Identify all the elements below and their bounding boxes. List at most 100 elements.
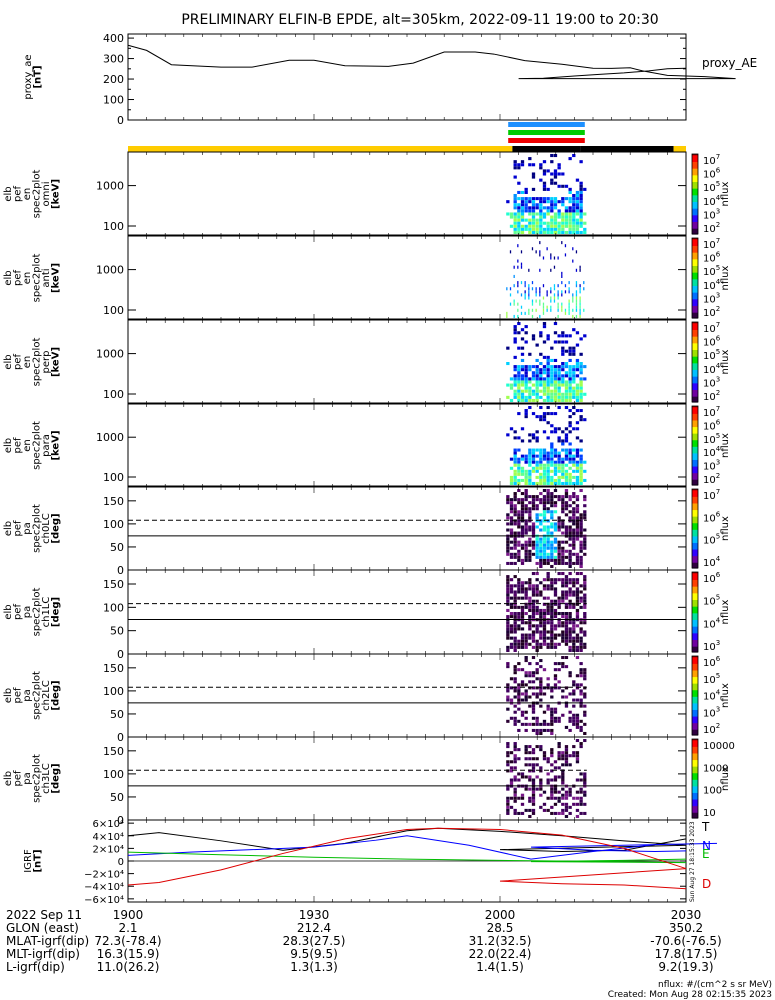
spectrogram-panel-ch1LC-cell (506, 645, 510, 649)
spectrogram-panel-ch1LC-cell (542, 630, 547, 634)
colorbar-cell-ch1LC (692, 594, 698, 597)
colorbar-cell-para (692, 427, 698, 429)
colorbar-cell-omni (692, 202, 698, 204)
spectrogram-panel-ch3LC-cell (583, 802, 587, 806)
spectrogram-panel-omni-cell (539, 218, 543, 222)
spectrogram-panel-para-cell (572, 448, 576, 452)
spectrogram-panel-ch3LC-cell (550, 790, 554, 794)
colorbar-cell-ch2LC (692, 712, 698, 715)
colorbar-label-ch1LC: nflux (720, 599, 731, 624)
spectrogram-panel-para-cell (568, 415, 572, 419)
colorbar-cell-anti (692, 302, 698, 304)
spectrogram-panel-ch1LC-cell (531, 584, 536, 588)
spectrogram-panel-anti-cell (517, 302, 519, 306)
spectrogram-panel-ch1LC-cell (531, 612, 536, 616)
spectrogram-panel-perp-cell (535, 395, 539, 399)
spectrogram-panel-perp-cell (535, 380, 539, 384)
spectrogram-panel-ch3LC-cell (509, 796, 514, 800)
spectrogram-panel-ch3LC-cell (531, 751, 536, 755)
colorbar-cell-ch3LC (692, 748, 698, 751)
colorbar-tick-label-para: 102 (703, 472, 720, 486)
spectrogram-panel-ch1LC-cell (535, 590, 539, 594)
spectrogram-panel-ch1LC-cell (583, 575, 587, 579)
spectrogram-panel-anti-cell (568, 311, 570, 315)
spectrogram-panel-perp-cell (553, 368, 558, 372)
spectrogram-panel-ch1LC-cell (520, 639, 525, 643)
spectrogram-panel-ch2LC-cell (535, 728, 539, 732)
spectrogram-panel-ch2LC-cell (517, 728, 521, 732)
colorbar-cell-anti (692, 279, 698, 282)
spectrogram-panel-ch1LC-cell (524, 612, 528, 616)
spectrogram-panel-para-cell (539, 448, 543, 452)
colorbar-tick-exponent: 6 (716, 571, 721, 579)
spectrogram-panel-ch1LC-cell (513, 575, 517, 579)
colorbar-cell-ch0LC (692, 515, 698, 518)
spectrogram-panel-para-cell (546, 466, 550, 470)
spectrogram-panel-para-cell (542, 457, 547, 461)
colorbar-cell-perp (692, 359, 698, 362)
spectrogram-panel-para-cell (550, 448, 554, 452)
spectrogram-panel-ch0LC-cell (575, 558, 580, 562)
colorbar-cell-para (692, 409, 698, 412)
spectrogram-panel-anti-cell (561, 293, 563, 297)
spectrogram-panel-ch0LC-cell (509, 552, 514, 556)
spectrogram-panel-anti-cell (535, 308, 537, 312)
spectrogram-panel-ch1LC-cell (564, 639, 569, 643)
spectrogram-panel-perp-cell (553, 380, 558, 384)
footer-row-value: 2030 (671, 908, 702, 922)
spectrogram-panel-para-cell (546, 457, 550, 461)
colorbar-cell-ch0LC (692, 517, 698, 520)
spectrogram-panel-anti-cell (572, 296, 574, 300)
spectrogram-panel-omni-cell (520, 160, 525, 164)
spectrogram-panel-para-cell (564, 433, 569, 437)
spectrogram-panel-ch0LC-cell (568, 531, 572, 535)
colorbar-cell-ch1LC (692, 618, 698, 621)
spectrogram-panel-anti-cell (539, 314, 541, 318)
spectrogram-panel-omni-cell (528, 230, 532, 234)
spectrogram-panel-ch1LC-cell (583, 621, 587, 625)
spectrogram-panel-perp-cell (517, 386, 521, 390)
spectrogram-panel-omni-cell (575, 224, 580, 228)
spectrogram-panel-ch2LC-cell (579, 683, 583, 687)
spectrogram-panel-ch3LC-cell (513, 760, 517, 764)
spectrogram-panel-perp-cell (520, 377, 525, 381)
spectrogram-panel-ch1LC-cell (513, 584, 517, 588)
spectrogram-panel-ch0LC-y-tick-label: 50 (110, 541, 124, 554)
spectrogram-panel-ch3LC-cell (528, 775, 532, 779)
colorbar-tick-label-ch1LC: 103 (703, 639, 720, 653)
spectrogram-panel-ch2LC-cell (539, 731, 543, 735)
spectrogram-panel-omni-y-tick-label: 100 (103, 220, 124, 233)
spectrogram-panel-para-cell (513, 481, 517, 485)
spectrogram-panel-ch1LC-cell (535, 624, 539, 628)
spectrogram-panel-perp-cell (528, 389, 532, 393)
spectrogram-panel-perp-cell (550, 365, 554, 369)
colorbar-cell-ch2LC (692, 662, 698, 665)
spectrogram-panel-ch3LC-cell (539, 769, 543, 773)
spectrogram-panel-ch0LC-cell (513, 507, 517, 511)
spectrogram-panel-ch1LC-cell (568, 645, 572, 649)
spectrogram-panel-ch1LC-cell (542, 596, 547, 600)
colorbar-cell-omni (692, 187, 698, 190)
spectrogram-panel-para-cell (553, 451, 558, 455)
spectrogram-panel-para-cell (528, 439, 532, 443)
spectrogram-panel-ch1LC-cell (550, 621, 554, 625)
spectrogram-panel-perp-cell (520, 374, 525, 378)
spectrogram-panel-ch0LC-cell (553, 555, 558, 559)
spectrogram-panel-ch0LC-cell (561, 498, 565, 502)
spectrogram-panel-ch2LC-cell (513, 719, 517, 723)
spectrogram-panel-perp-cell (568, 386, 572, 390)
spectrogram-panel-ch0LC-cell (528, 510, 532, 514)
spectrogram-panel-anti-cell (542, 305, 545, 309)
spectrogram-panel-perp-cell (513, 337, 517, 341)
spectrogram-panel-perp-cell (513, 340, 517, 344)
colorbar-cell-perp (692, 364, 698, 367)
spectrogram-panel-ch3LC-cell (550, 763, 554, 767)
spectrogram-panel-perp-cell (542, 340, 547, 344)
colorbar-cell-ch2LC (692, 691, 698, 694)
colorbar-cell-para (692, 428, 698, 431)
spectrogram-panel-anti-cell (572, 293, 574, 297)
colorbar-cell-perp (692, 347, 698, 350)
colorbar-cell-ch0LC (692, 553, 698, 556)
spectrogram-panel-para-cell (546, 460, 550, 464)
spectrogram-panel-ch1LC-cell (575, 648, 580, 652)
